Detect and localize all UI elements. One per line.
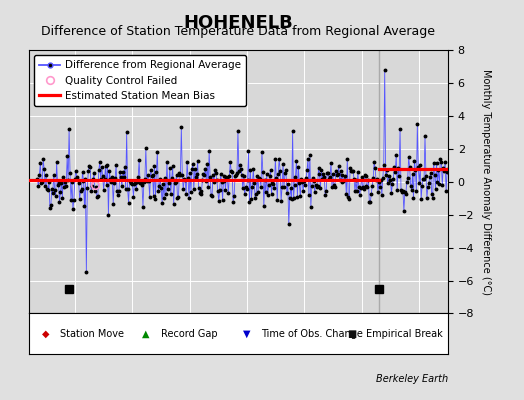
Text: Berkeley Earth: Berkeley Earth xyxy=(376,374,448,384)
Text: Record Gap: Record Gap xyxy=(161,329,217,339)
Text: ▼: ▼ xyxy=(243,329,250,339)
Text: Difference of Station Temperature Data from Regional Average: Difference of Station Temperature Data f… xyxy=(41,25,435,38)
Text: Empirical Break: Empirical Break xyxy=(366,329,443,339)
Legend: Difference from Regional Average, Quality Control Failed, Estimated Station Mean: Difference from Regional Average, Qualit… xyxy=(34,55,246,106)
Text: HOHENELB: HOHENELB xyxy=(183,14,293,32)
Text: ▲: ▲ xyxy=(143,329,150,339)
Text: Station Move: Station Move xyxy=(60,329,124,339)
Text: ■: ■ xyxy=(347,329,356,339)
Text: Time of Obs. Change: Time of Obs. Change xyxy=(261,329,363,339)
Y-axis label: Monthly Temperature Anomaly Difference (°C): Monthly Temperature Anomaly Difference (… xyxy=(481,69,491,295)
Text: ◆: ◆ xyxy=(42,329,49,339)
